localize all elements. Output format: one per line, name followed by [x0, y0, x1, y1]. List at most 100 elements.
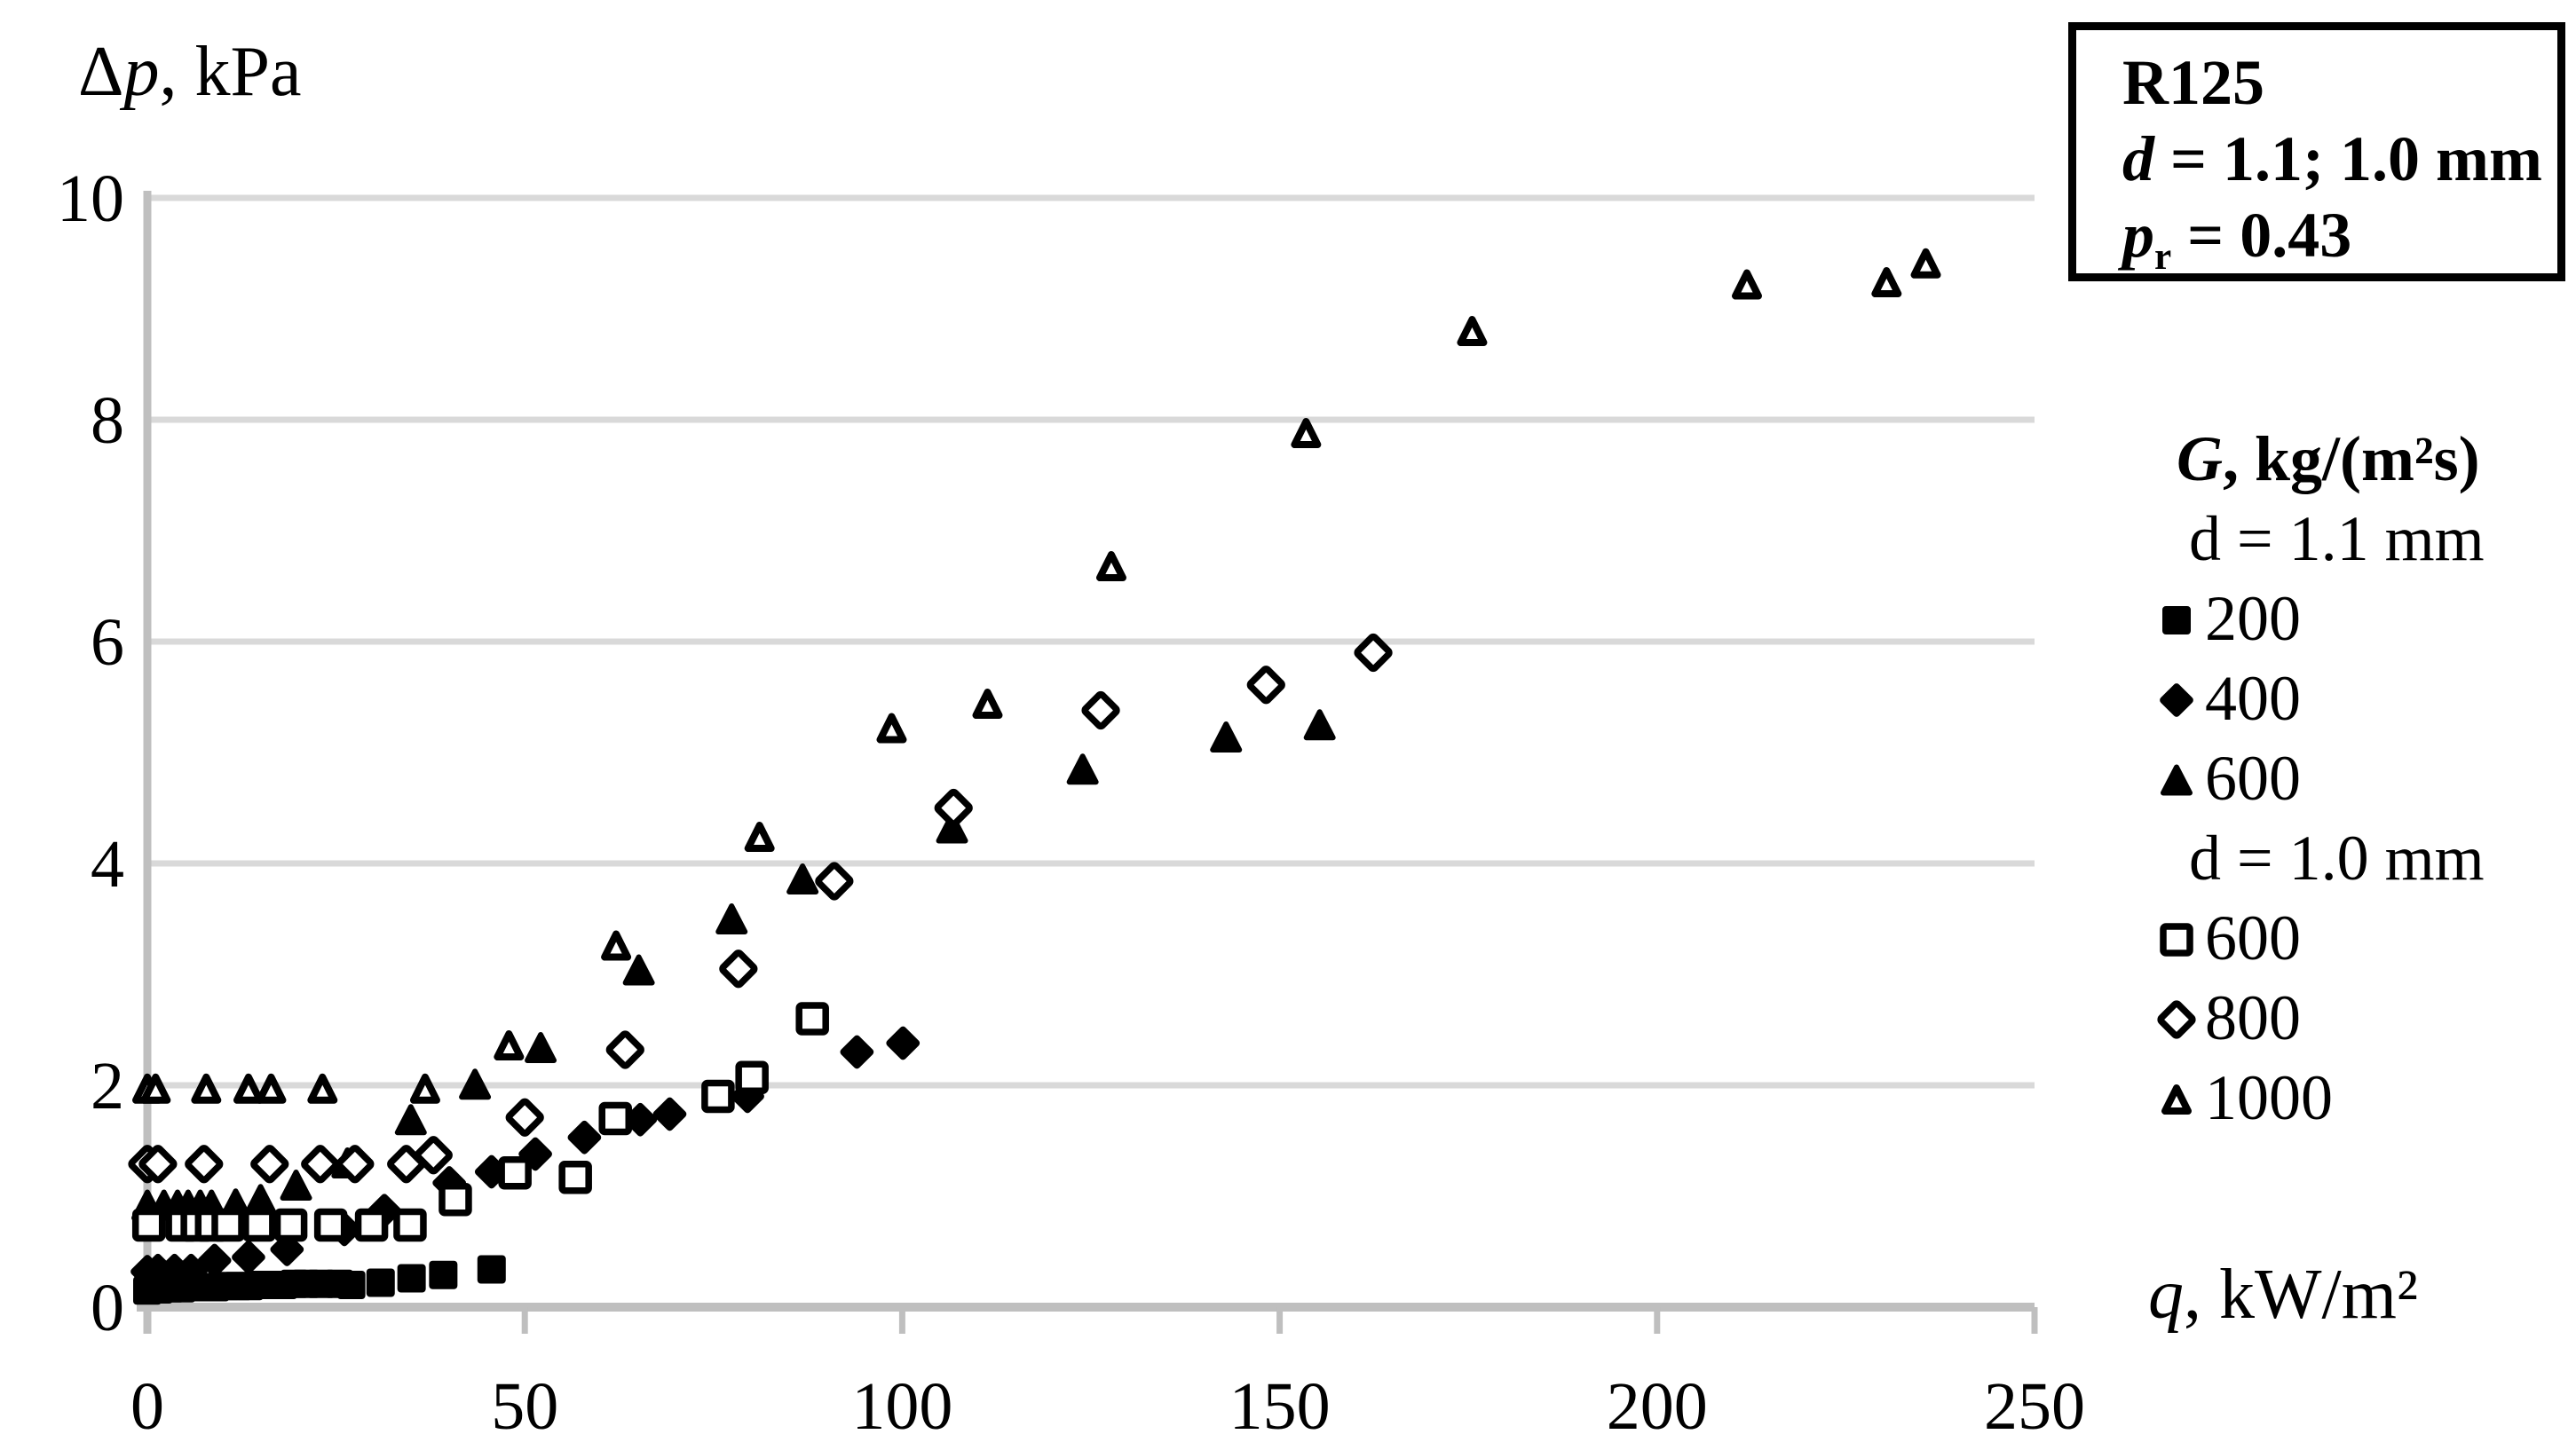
data-point	[1303, 709, 1336, 741]
data-point	[701, 1079, 735, 1114]
open-diamond-icon	[2153, 993, 2200, 1043]
data-point	[439, 1183, 472, 1217]
data-point	[138, 1145, 178, 1184]
data-point	[601, 930, 632, 961]
data-point	[934, 788, 973, 828]
data-point	[256, 1073, 287, 1104]
y-tick-label-4: 4	[91, 827, 124, 902]
data-point	[715, 903, 748, 934]
data-point	[191, 1073, 222, 1104]
data-point	[1246, 666, 1285, 705]
data-point	[1210, 721, 1243, 753]
data-point	[131, 1208, 166, 1242]
annotation-line-diameter: d = 1.1; 1.0 mm	[2122, 123, 2542, 194]
legend-item-600-open: 600	[2130, 898, 2574, 978]
data-point	[211, 1208, 245, 1242]
open-square-icon	[2153, 913, 2200, 963]
data-point	[459, 1068, 492, 1100]
legend-group-d-1.1: d = 1.1 mm	[2189, 502, 2485, 574]
legend-item-200: 200	[2130, 579, 2574, 658]
annotation-line-refrigerant: R125	[2122, 47, 2264, 118]
y-tick-label-10: 10	[57, 162, 124, 236]
annotation-box: R125 d = 1.1; 1.0 mm pr = 0.43	[2068, 22, 2565, 281]
open-triangle-icon	[2153, 1073, 2200, 1123]
data-point	[313, 1208, 348, 1242]
data-point	[567, 1120, 602, 1154]
data-point	[429, 1260, 458, 1289]
series-d=1.0mm-G600	[131, 1002, 829, 1242]
data-point	[744, 822, 775, 852]
x-tick-label-150: 150	[1229, 1369, 1331, 1444]
legend-heading: G, kg/(m²s)	[2177, 422, 2480, 494]
legend: G, kg/(m²s) d = 1.1 mm 200 400 600 d = 1…	[2130, 419, 2574, 1138]
data-point	[1081, 690, 1120, 730]
data-point	[972, 689, 1003, 719]
data-point	[719, 950, 758, 989]
data-point	[735, 1060, 769, 1094]
data-point	[197, 1243, 232, 1278]
data-point	[307, 1073, 338, 1104]
data-point	[409, 1073, 440, 1104]
data-point	[1732, 269, 1762, 300]
data-point	[233, 1073, 264, 1104]
legend-item-800: 800	[2130, 978, 2574, 1058]
data-point	[397, 1264, 426, 1293]
legend-item-400: 400	[2130, 658, 2574, 738]
x-tick-label-0: 0	[130, 1369, 164, 1444]
legend-item-600-filled: 600	[2130, 738, 2574, 818]
data-point	[1910, 248, 1941, 279]
data-point	[242, 1208, 276, 1242]
series-d=1.1mm-G200	[133, 1255, 506, 1305]
y-axis-title: Δp, kPa	[78, 32, 301, 113]
series-d=1.0mm-G1000	[132, 248, 1941, 1104]
x-axis-title-units: , kW/m²	[2184, 1256, 2418, 1334]
filled-square-icon	[2153, 594, 2200, 643]
data-point	[250, 1145, 289, 1184]
data-point	[605, 1030, 644, 1069]
data-point	[936, 812, 968, 844]
data-point	[273, 1208, 308, 1242]
annotation-line-reduced-pressure: pr = 0.43	[2122, 200, 2352, 278]
y-tick-label-6: 6	[91, 605, 124, 680]
data-point	[622, 954, 655, 986]
data-point	[1457, 316, 1488, 346]
y-tick-label-0: 0	[91, 1271, 124, 1345]
y-axis-title-units: , kPa	[159, 33, 302, 111]
data-point	[280, 1170, 312, 1201]
x-axis-title-symbol: q	[2148, 1256, 2184, 1334]
data-point	[1354, 633, 1393, 673]
data-point	[336, 1271, 366, 1299]
data-point	[876, 713, 907, 744]
data-point	[840, 1035, 874, 1069]
x-tick-label-100: 100	[851, 1369, 952, 1444]
x-tick-label-250: 250	[1984, 1369, 2085, 1444]
data-point	[598, 1101, 632, 1136]
y-tick-label-8: 8	[91, 383, 124, 458]
filled-triangle-icon	[2153, 753, 2200, 803]
y-axis-title-delta: Δ	[78, 33, 124, 111]
data-point	[558, 1161, 592, 1194]
data-point	[815, 862, 854, 901]
data-point	[393, 1208, 427, 1242]
filled-diamond-icon	[2153, 674, 2200, 723]
data-point	[1291, 418, 1322, 448]
data-point	[494, 1030, 525, 1060]
data-point	[505, 1098, 544, 1137]
data-point	[301, 1145, 340, 1184]
data-point	[140, 1073, 171, 1104]
x-axis-title: q, kW/m²	[2148, 1255, 2418, 1336]
data-point	[1871, 267, 1902, 297]
data-point	[336, 1145, 375, 1184]
y-tick-label-2: 2	[91, 1049, 124, 1123]
data-point	[1066, 753, 1099, 785]
data-point	[394, 1104, 427, 1136]
data-point	[185, 1145, 224, 1184]
data-point	[477, 1255, 506, 1284]
data-point	[525, 1032, 557, 1063]
x-tick-label-50: 50	[491, 1369, 558, 1444]
data-point	[498, 1156, 532, 1190]
x-tick-label-200: 200	[1607, 1369, 1708, 1444]
data-point	[1095, 551, 1126, 581]
